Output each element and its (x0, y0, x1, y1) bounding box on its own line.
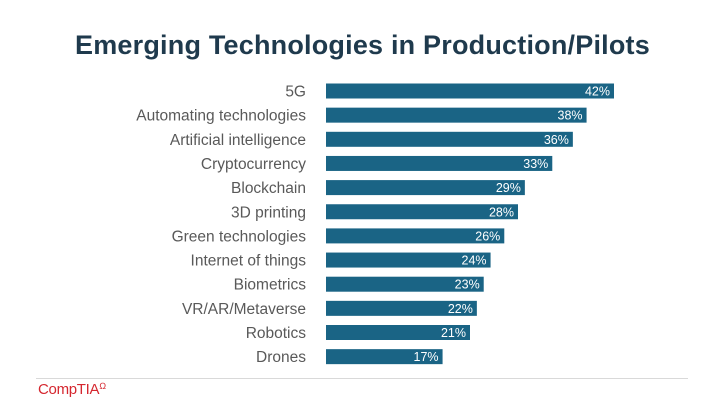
category-label: Robotics (246, 325, 307, 342)
category-label: Cryptocurrency (201, 156, 306, 173)
logo-mark: Ω (99, 381, 106, 391)
category-label: Green technologies (172, 228, 307, 245)
bar-11 (326, 349, 443, 365)
category-label: Biometrics (234, 277, 307, 294)
category-label: Artificial intelligence (170, 132, 306, 149)
value-label: 26% (475, 229, 500, 243)
bar-7 (326, 252, 491, 268)
logo-text: CompTIA (38, 381, 100, 398)
footer-divider (36, 378, 688, 379)
bar-10 (326, 325, 470, 340)
value-label: 38% (558, 109, 583, 123)
value-label: 21% (441, 326, 466, 340)
chart-title: Emerging Technologies in Production/Pilo… (75, 30, 650, 60)
category-label: 5G (285, 84, 306, 101)
category-label: Drones (256, 349, 306, 366)
value-label: 42% (585, 85, 610, 99)
value-label: 29% (496, 181, 521, 195)
value-label: 17% (414, 350, 439, 364)
value-label: 33% (523, 157, 548, 171)
bar-4 (326, 180, 525, 196)
category-label: VR/AR/Metaverse (182, 301, 306, 318)
value-label: 23% (455, 278, 480, 292)
bar-8 (326, 276, 484, 292)
comptia-logo: CompTIAΩ (38, 381, 106, 398)
category-label: 3D printing (231, 204, 306, 221)
bar-3 (326, 155, 553, 171)
category-label: Internet of things (191, 253, 307, 270)
value-label: 24% (462, 254, 487, 268)
bar-0 (326, 83, 614, 99)
value-label: 22% (448, 302, 473, 316)
bar-9 (326, 300, 477, 316)
bar-5 (326, 204, 518, 220)
bar-6 (326, 228, 505, 244)
category-label: Automating technologies (136, 108, 306, 125)
value-label: 28% (489, 205, 514, 219)
bar-2 (326, 131, 573, 147)
category-label: Blockchain (231, 180, 306, 197)
bar-1 (326, 107, 587, 123)
value-label: 36% (544, 133, 569, 147)
